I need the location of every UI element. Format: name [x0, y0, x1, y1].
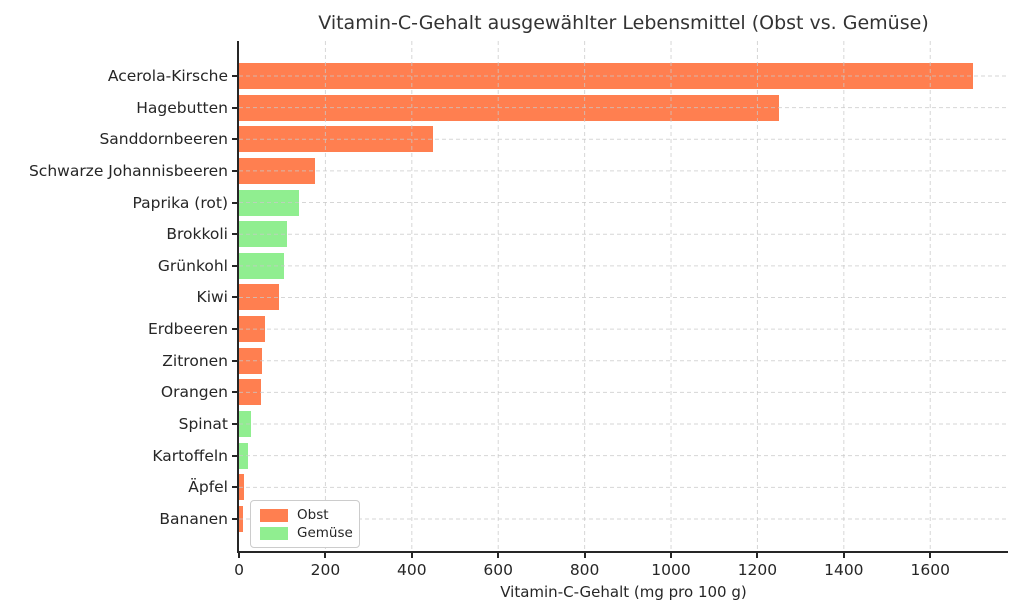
legend-swatch-gemuese-icon	[260, 526, 288, 540]
y-tick-label: Hagebutten	[136, 98, 228, 117]
x-axis-label: Vitamin-C-Gehalt (mg pro 100 g)	[500, 583, 747, 601]
x-axis-spine	[237, 551, 1008, 553]
y-tick-mark	[232, 486, 237, 489]
legend-label-gemuese: Gemüse	[297, 525, 353, 541]
y-tick-label: Spinat	[178, 415, 228, 434]
y-tick-mark	[232, 296, 237, 299]
y-tick-mark	[232, 75, 237, 77]
y-tick-mark	[232, 454, 237, 457]
y-tick-mark	[232, 264, 237, 267]
y-tick-label: Äpfel	[188, 478, 228, 497]
legend-label-obst: Obst	[297, 507, 329, 523]
x-tick-mark	[324, 553, 327, 558]
x-tick-mark	[497, 553, 500, 558]
x-tick-mark	[583, 553, 586, 558]
y-tick-label: Schwarze Johannisbeeren	[28, 161, 228, 180]
plot-area: Obst Gemüse Acerola-Kirsche Hagebutten San…	[29, 41, 1008, 579]
y-tick-label: Bananen	[159, 509, 228, 528]
y-tick-label: Grünkohl	[157, 256, 228, 275]
legend-swatch-obst-icon	[260, 508, 288, 522]
x-tick-mark	[670, 553, 673, 558]
x-tick-mark	[929, 553, 932, 558]
y-tick-mark	[232, 359, 237, 362]
bar	[239, 474, 245, 501]
legend: Obst Gemüse	[250, 500, 360, 548]
bar	[239, 316, 265, 343]
y-tick-label: Acerola-Kirsche	[107, 67, 228, 85]
y-tick-label: Kiwi	[196, 288, 228, 307]
y-tick-mark	[232, 423, 237, 426]
y-tick-mark	[232, 201, 237, 204]
y-tick-label: Paprika (rot)	[132, 193, 228, 212]
bar	[239, 221, 287, 248]
y-tick-label: Sanddornbeeren	[99, 130, 228, 149]
x-tick-mark	[842, 553, 845, 558]
x-tick-mark	[410, 553, 413, 558]
chart-title: Vitamin-C-Gehalt ausgewählter Lebensmitt…	[318, 12, 929, 34]
bar	[239, 284, 280, 311]
x-tick-label: 1600	[910, 561, 950, 579]
x-tick-label: 0	[234, 561, 244, 579]
bar	[239, 252, 285, 279]
y-tick-mark	[232, 328, 237, 331]
bar	[239, 347, 262, 374]
y-tick-label: Erdbeeren	[147, 320, 228, 339]
bar	[239, 411, 252, 438]
bar	[239, 157, 316, 184]
bar	[239, 379, 261, 406]
x-tick-label: 1000	[651, 561, 691, 579]
y-tick-mark	[232, 233, 237, 236]
bar	[239, 63, 974, 89]
y-axis-spine	[237, 41, 239, 553]
x-tick-label: 800	[569, 561, 600, 579]
bar	[239, 94, 780, 121]
bar	[239, 505, 244, 532]
x-tick-label: 1200	[737, 561, 778, 579]
y-tick-mark	[232, 517, 237, 520]
y-tick-label: Zitronen	[162, 351, 228, 370]
y-tick-mark	[232, 169, 237, 172]
bar	[239, 189, 300, 216]
y-tick-mark	[232, 106, 237, 109]
y-tick-mark	[232, 391, 237, 394]
x-tick-mark	[238, 553, 240, 558]
y-tick-mark	[232, 138, 237, 141]
x-tick-label: 400	[397, 561, 427, 579]
bar	[239, 442, 248, 469]
x-tick-label: 1400	[824, 561, 864, 579]
x-tick-mark	[756, 553, 759, 558]
x-tick-label: 200	[310, 561, 341, 579]
y-tick-label: Orangen	[160, 383, 228, 402]
bar	[239, 126, 434, 153]
legend-row-obst: Obst	[260, 507, 349, 523]
legend-row-gemuese: Gemüse	[260, 525, 353, 541]
y-tick-label: Kartoffeln	[152, 446, 228, 465]
y-tick-label: Brokkoli	[166, 225, 228, 244]
x-tick-label: 600	[483, 561, 513, 579]
